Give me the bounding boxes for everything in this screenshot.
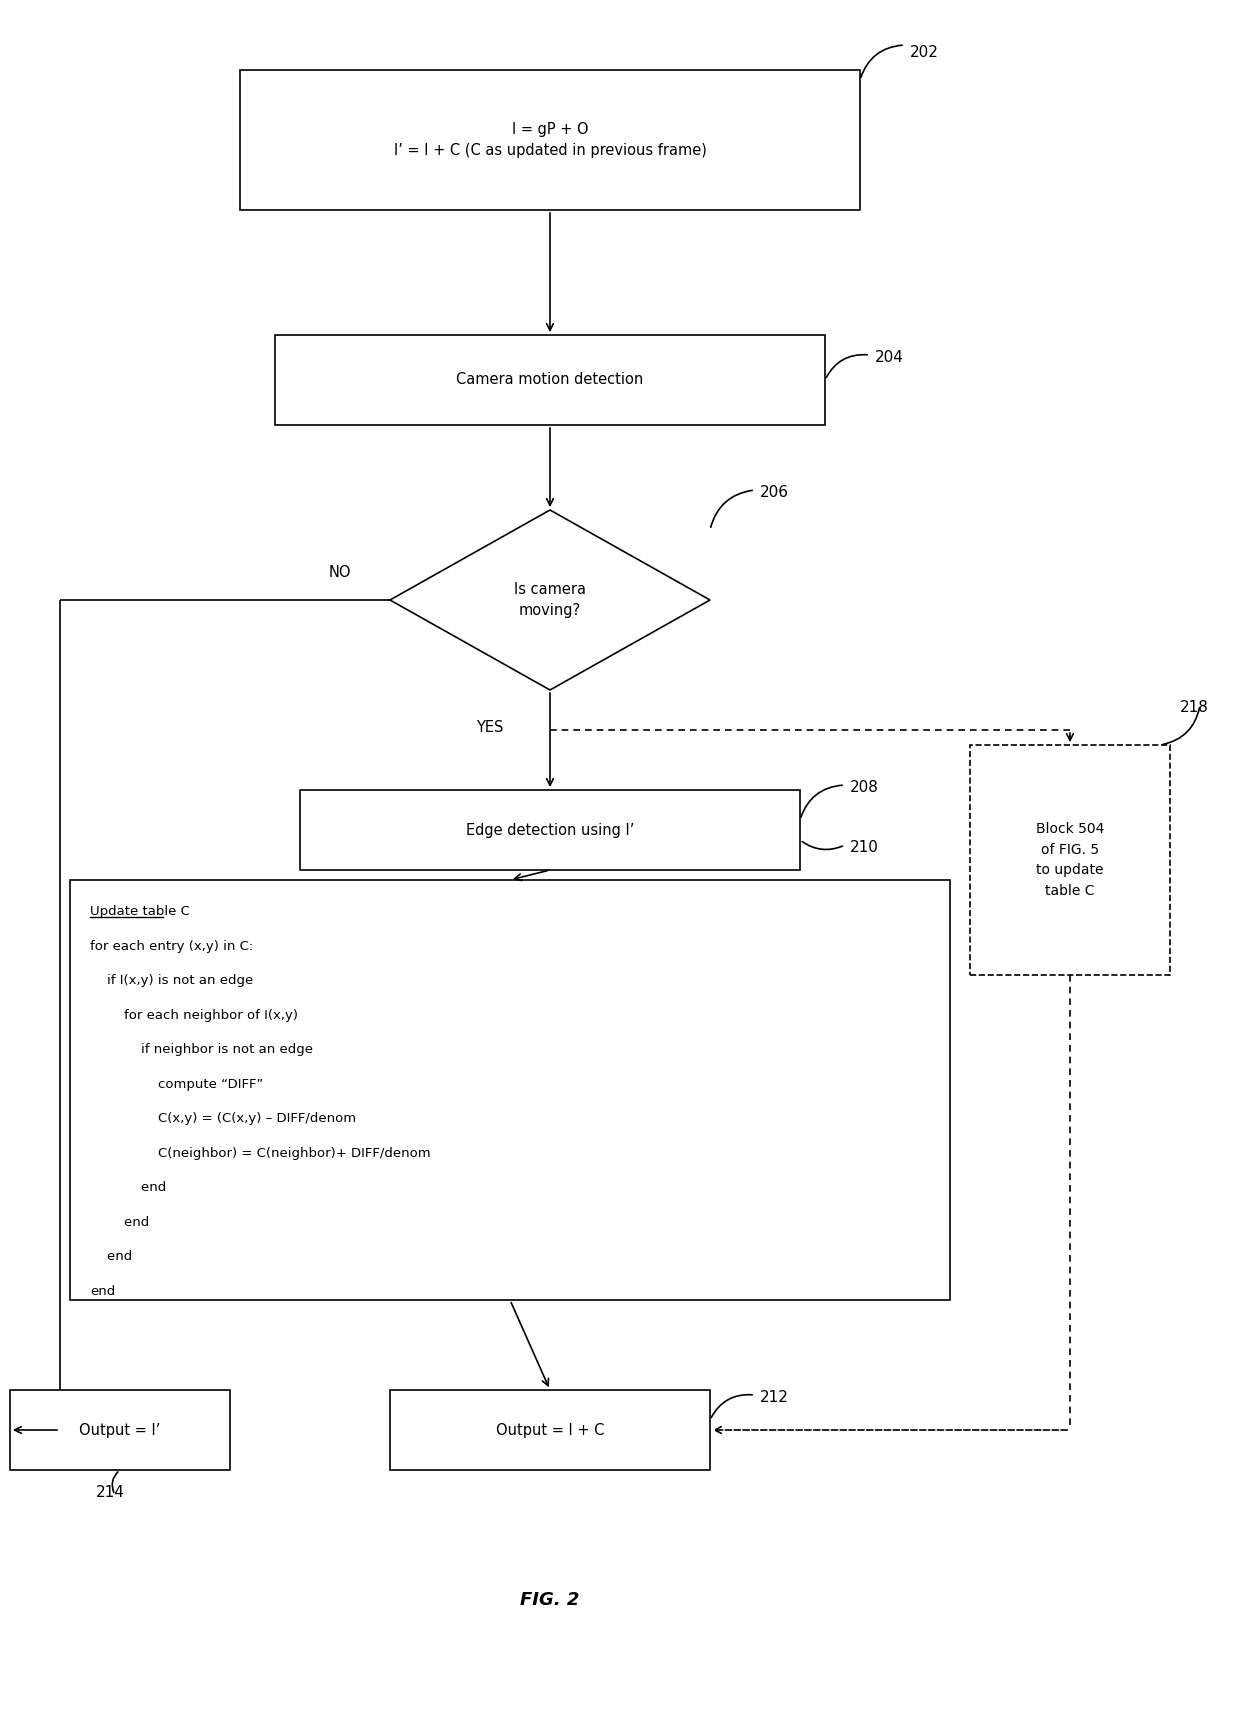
Text: end: end (91, 1216, 149, 1228)
Text: Camera motion detection: Camera motion detection (456, 372, 644, 388)
Text: I = gP + O
I’ = I + C (C as updated in previous frame): I = gP + O I’ = I + C (C as updated in p… (393, 123, 707, 157)
Text: if I(x,y) is not an edge: if I(x,y) is not an edge (91, 974, 253, 988)
Text: end: end (91, 1285, 115, 1298)
Text: 214: 214 (95, 1484, 124, 1500)
Text: Edge detection using I’: Edge detection using I’ (466, 822, 634, 837)
FancyArrowPatch shape (826, 355, 867, 377)
Text: 218: 218 (1180, 701, 1209, 714)
Bar (300, 791, 800, 870)
Bar (970, 746, 1171, 976)
Polygon shape (391, 510, 711, 690)
Text: 206: 206 (760, 484, 789, 500)
Text: Output = I’: Output = I’ (79, 1422, 161, 1438)
Bar (241, 69, 861, 209)
FancyArrowPatch shape (801, 785, 842, 817)
Text: 204: 204 (875, 349, 904, 365)
FancyArrowPatch shape (861, 45, 903, 78)
Text: for each neighbor of I(x,y): for each neighbor of I(x,y) (91, 1009, 298, 1022)
Text: 208: 208 (849, 780, 879, 796)
Bar (391, 1389, 711, 1470)
Text: C(x,y) = (C(x,y) – DIFF/denom: C(x,y) = (C(x,y) – DIFF/denom (91, 1112, 356, 1124)
Text: Update table C: Update table C (91, 905, 190, 919)
Text: 210: 210 (849, 841, 879, 855)
Text: Block 504
of FIG. 5
to update
table C: Block 504 of FIG. 5 to update table C (1035, 822, 1104, 898)
Text: 202: 202 (910, 45, 939, 61)
FancyArrowPatch shape (802, 841, 842, 849)
Bar (275, 336, 825, 426)
Text: 212: 212 (760, 1389, 789, 1405)
FancyArrowPatch shape (1163, 708, 1199, 744)
Text: end: end (91, 1182, 166, 1194)
FancyArrowPatch shape (112, 1472, 118, 1493)
Text: FIG. 2: FIG. 2 (521, 1592, 579, 1609)
Text: Is camera
moving?: Is camera moving? (515, 581, 587, 618)
Bar (69, 881, 950, 1299)
Text: NO: NO (329, 566, 351, 580)
Text: for each entry (x,y) in C:: for each entry (x,y) in C: (91, 939, 253, 953)
Text: Output = I + C: Output = I + C (496, 1422, 604, 1438)
Text: end: end (91, 1251, 133, 1263)
Text: if neighbor is not an edge: if neighbor is not an edge (91, 1043, 312, 1057)
Text: YES: YES (476, 720, 503, 735)
FancyArrowPatch shape (711, 490, 753, 528)
Text: compute “DIFF”: compute “DIFF” (91, 1078, 263, 1090)
Bar (10, 1389, 229, 1470)
FancyArrowPatch shape (712, 1394, 753, 1417)
Text: C(neighbor) = C(neighbor)+ DIFF/denom: C(neighbor) = C(neighbor)+ DIFF/denom (91, 1147, 430, 1159)
